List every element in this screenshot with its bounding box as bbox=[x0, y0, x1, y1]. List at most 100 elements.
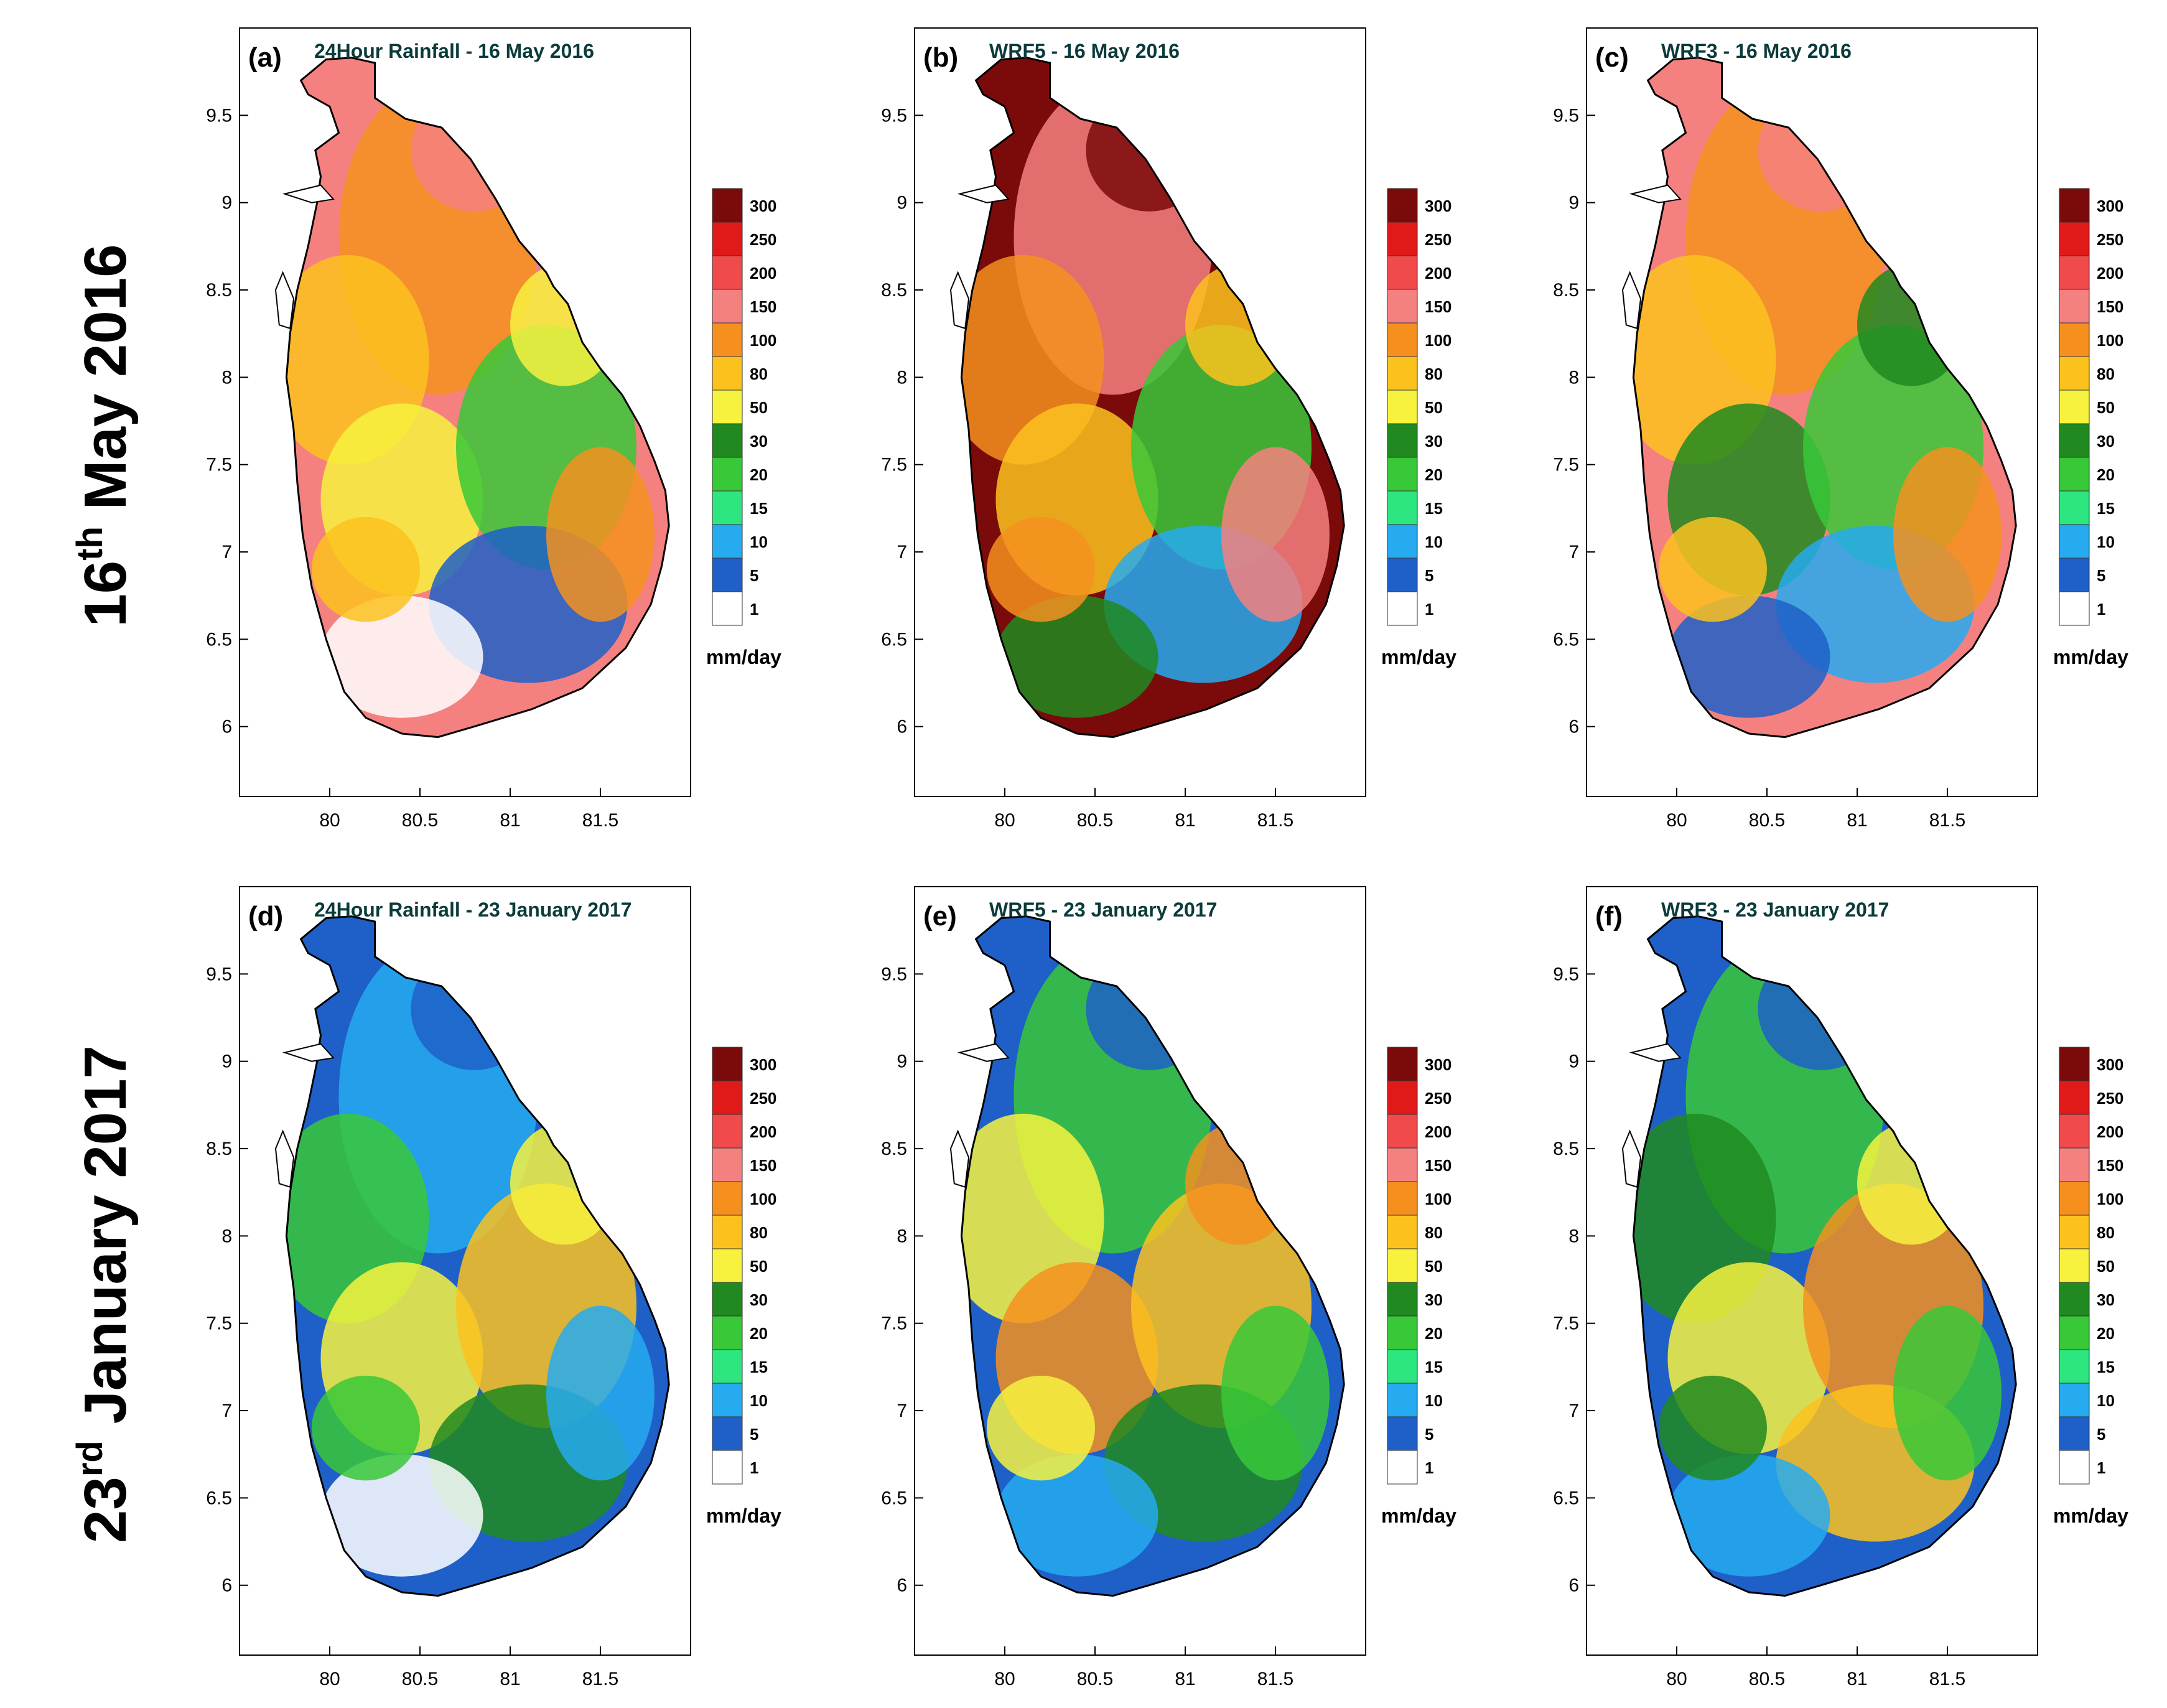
y-tick-label: 6 bbox=[1568, 1575, 1579, 1596]
x-tick-label: 81 bbox=[1175, 810, 1195, 831]
legend-level-label: 1 bbox=[1425, 1458, 1433, 1477]
legend-level-label: 300 bbox=[1425, 1055, 1452, 1074]
y-tick-label: 9.5 bbox=[1553, 964, 1579, 984]
legend-level-label: 200 bbox=[1425, 264, 1452, 282]
y-tick-label: 6 bbox=[221, 717, 232, 737]
rainfall-contour bbox=[1221, 447, 1330, 622]
y-tick-label: 6.5 bbox=[881, 1488, 907, 1508]
legend-level-label: 80 bbox=[2097, 1223, 2115, 1242]
legend-swatch bbox=[712, 356, 743, 391]
legend-level-label: 80 bbox=[1425, 365, 1443, 383]
legend-swatch bbox=[712, 1450, 743, 1485]
y-tick-label: 6.5 bbox=[206, 1488, 232, 1508]
y-tick-label: 7.5 bbox=[1553, 455, 1579, 475]
legend-swatch bbox=[2059, 423, 2090, 458]
legend-level-label: 50 bbox=[750, 1257, 768, 1276]
y-tick-label: 6.5 bbox=[1553, 629, 1579, 650]
y-tick-label: 6.5 bbox=[1553, 1488, 1579, 1508]
map-panel-d: 80 80.5 81 81.5 9.5 9 8.5 8 7.5 7 6.5 6 (d) 24Hour Ra… bbox=[206, 886, 781, 1689]
legend-level-label: 30 bbox=[1425, 432, 1443, 450]
legend-level-label: 10 bbox=[750, 533, 768, 551]
y-tick-label: 6.5 bbox=[881, 629, 907, 650]
panel-title: WRF3 - 16 May 2016 bbox=[1661, 40, 1852, 62]
rainfall-field bbox=[1633, 57, 2016, 737]
x-tick-label: 81.5 bbox=[1929, 810, 1965, 831]
legend-level-label: 80 bbox=[750, 1223, 768, 1242]
color-legend: 300 250 200 150 100 80 50 30 20 15 10 5 1 mm/day bbox=[2053, 1047, 2128, 1527]
legend-level-label: 10 bbox=[750, 1391, 768, 1410]
kalpitiya-peninsula bbox=[274, 1129, 295, 1188]
y-tick-label: 7 bbox=[1568, 542, 1579, 562]
legend-level-label: 1 bbox=[750, 1458, 758, 1477]
rainfall-contour bbox=[312, 516, 420, 622]
legend-level-label: 5 bbox=[1425, 1425, 1433, 1444]
legend-level-label: 30 bbox=[1425, 1290, 1443, 1309]
legend-swatch bbox=[1387, 1181, 1418, 1216]
legend-swatch bbox=[1387, 457, 1418, 492]
color-legend: 300 250 200 150 100 80 50 30 20 15 10 5 1 mm/day bbox=[1381, 1047, 1456, 1527]
legend-swatch bbox=[712, 558, 743, 592]
color-legend: 300 250 200 150 100 80 50 30 20 15 10 5 1 mm/day bbox=[706, 1047, 781, 1527]
y-tick-label: 7.5 bbox=[881, 1314, 907, 1334]
legend-level-label: 1 bbox=[750, 600, 758, 618]
legend-swatch bbox=[712, 1181, 743, 1216]
rainfall-contour bbox=[546, 1305, 655, 1481]
legend-swatch bbox=[1387, 1047, 1418, 1081]
color-legend: 300 250 200 150 100 80 50 30 20 15 10 5 1 mm/day bbox=[706, 188, 781, 668]
legend-swatch bbox=[2059, 558, 2090, 592]
legend-swatch bbox=[712, 1147, 743, 1182]
legend-level-label: 20 bbox=[1425, 1324, 1443, 1343]
rainfall-contour bbox=[320, 1454, 483, 1577]
legend-level-label: 80 bbox=[2097, 365, 2115, 383]
legend-level-label: 1 bbox=[2097, 600, 2105, 618]
legend-swatch bbox=[2059, 1416, 2090, 1451]
y-tick-label: 8 bbox=[897, 367, 907, 388]
rainfall-contour bbox=[546, 447, 655, 622]
panel-title: WRF5 - 23 January 2017 bbox=[989, 898, 1217, 921]
rainfall-contour bbox=[1893, 447, 2002, 622]
legend-swatch bbox=[2059, 490, 2090, 525]
legend-swatch bbox=[712, 423, 743, 458]
legend-swatch bbox=[1387, 1215, 1418, 1249]
panel-letter: (f) bbox=[1595, 901, 1623, 931]
coastline bbox=[285, 915, 670, 1597]
legend-level-label: 300 bbox=[1425, 197, 1452, 215]
legend-swatch bbox=[712, 1349, 743, 1384]
legend-level-label: 15 bbox=[1425, 499, 1443, 518]
legend-swatch bbox=[1387, 1315, 1418, 1350]
legend-level-label: 15 bbox=[750, 1358, 768, 1376]
legend-swatch bbox=[2059, 1080, 2090, 1115]
legend-level-label: 250 bbox=[2097, 1089, 2123, 1108]
legend-level-label: 50 bbox=[2097, 398, 2115, 417]
legend-level-label: 30 bbox=[750, 1290, 768, 1309]
legend-swatch bbox=[712, 289, 743, 324]
y-tick-label: 6 bbox=[1568, 717, 1579, 737]
y-tick-label: 8.5 bbox=[206, 280, 232, 301]
x-tick-label: 81.5 bbox=[582, 810, 618, 831]
map-panel-e: 80 80.5 81 81.5 9.5 9 8.5 8 7.5 7 6.5 6 (e) WRF5 - 23… bbox=[881, 886, 1456, 1689]
y-tick-label: 9 bbox=[1568, 193, 1579, 213]
legend-level-label: 250 bbox=[1425, 1089, 1452, 1108]
legend-unit: mm/day bbox=[706, 646, 781, 668]
y-tick-label: 7.5 bbox=[1553, 1314, 1579, 1334]
legend-level-label: 150 bbox=[2097, 297, 2123, 316]
legend-level-label: 100 bbox=[2097, 331, 2123, 350]
legend-level-label: 250 bbox=[750, 230, 776, 249]
x-tick-label: 81.5 bbox=[1929, 1669, 1965, 1689]
x-tick-label: 80 bbox=[994, 1669, 1015, 1689]
legend-swatch bbox=[2059, 1383, 2090, 1417]
coastline bbox=[285, 57, 670, 739]
legend-swatch bbox=[1387, 423, 1418, 458]
legend-level-label: 150 bbox=[750, 1156, 776, 1175]
y-tick-label: 7 bbox=[1568, 1401, 1579, 1421]
rainfall-contour bbox=[1667, 595, 1830, 718]
y-tick-label: 7 bbox=[897, 542, 907, 562]
legend-swatch bbox=[1387, 1450, 1418, 1485]
legend-unit: mm/day bbox=[2053, 1505, 2128, 1527]
legend-swatch bbox=[1387, 1349, 1418, 1384]
legend-swatch bbox=[2059, 255, 2090, 290]
kalpitiya-peninsula bbox=[949, 271, 970, 330]
mannar-island bbox=[282, 184, 335, 203]
rainfall-field bbox=[961, 57, 1344, 737]
